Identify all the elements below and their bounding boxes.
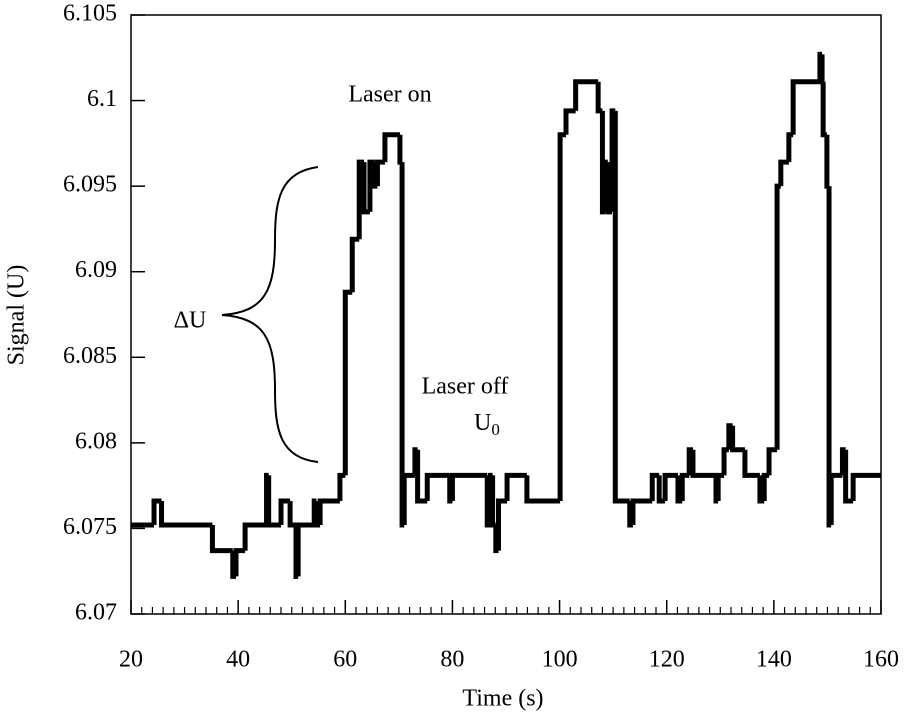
signal-step xyxy=(790,79,820,135)
signal-step xyxy=(337,472,346,502)
annotation: U0 xyxy=(474,410,500,439)
x-axis-label: Time (s) xyxy=(462,686,543,712)
y-tick-label: 6.1 xyxy=(87,86,117,112)
signal-step xyxy=(424,472,450,502)
x-tick-label: 120 xyxy=(649,647,685,673)
x-tick-label: 80 xyxy=(440,647,464,673)
y-tick-label: 6.085 xyxy=(63,343,117,369)
signal-step xyxy=(399,162,405,528)
signal-step xyxy=(690,449,716,478)
signal-step xyxy=(824,134,830,189)
signal-step xyxy=(656,475,666,504)
y-tick-label: 6.105 xyxy=(63,1,117,27)
signal-step xyxy=(774,183,781,450)
signal-step xyxy=(778,159,789,187)
signal-step xyxy=(484,475,491,528)
signal-step xyxy=(850,472,881,502)
signal-step xyxy=(342,289,353,476)
signal-step xyxy=(159,501,213,528)
signal-step xyxy=(627,501,633,528)
y-tick-label: 6.095 xyxy=(63,172,117,198)
y-tick-label: 6.08 xyxy=(75,428,117,454)
signal-step xyxy=(742,449,760,478)
signal-step xyxy=(415,449,428,504)
signal-step xyxy=(397,134,403,165)
signal-step xyxy=(563,108,576,135)
signal-step xyxy=(679,472,690,502)
signal-step xyxy=(757,475,765,504)
signal-step xyxy=(766,447,778,476)
signal-step xyxy=(826,186,832,528)
signal-step xyxy=(828,472,843,526)
signal-step xyxy=(295,522,315,577)
annotation-subscript: 0 xyxy=(491,420,500,439)
signal-step xyxy=(843,449,854,504)
signal-step xyxy=(287,501,296,528)
signal-step xyxy=(820,81,827,138)
signal-step xyxy=(233,548,246,577)
signal-step xyxy=(786,132,794,163)
signal-step xyxy=(313,501,321,528)
brace xyxy=(221,166,319,463)
signal-step xyxy=(557,132,566,502)
signal-step xyxy=(372,162,378,189)
signal-step xyxy=(649,472,660,502)
y-axis-label: Signal (U) xyxy=(4,265,30,366)
signal-step xyxy=(715,472,725,502)
signal-step xyxy=(447,475,453,504)
signal-step xyxy=(230,550,236,579)
annotation: Laser off xyxy=(422,374,509,400)
signal-step xyxy=(349,236,360,293)
y-tick-label: 6.09 xyxy=(75,257,117,283)
signal-step xyxy=(612,110,630,504)
x-tick-label: 40 xyxy=(226,647,250,673)
signal-step xyxy=(278,498,291,526)
signal-step xyxy=(209,525,233,554)
annotation: Laser on xyxy=(348,82,431,108)
signal-step xyxy=(675,475,683,504)
signal-step xyxy=(242,522,267,551)
signal-step xyxy=(266,475,281,528)
annotation: ΔU xyxy=(174,308,207,334)
signal-step xyxy=(630,498,653,526)
signal-step xyxy=(819,54,825,85)
y-tick-label: 6.07 xyxy=(75,600,117,626)
y-tick-label: 6.075 xyxy=(63,514,117,540)
signal-step xyxy=(595,81,603,114)
signal-step xyxy=(317,498,340,526)
signal-step xyxy=(382,132,400,163)
signal-step xyxy=(504,472,527,502)
signal-step xyxy=(761,472,770,502)
signal-step xyxy=(721,447,729,476)
signal-step xyxy=(490,475,496,528)
x-tick-label: 160 xyxy=(863,647,899,673)
signal-step xyxy=(401,472,415,526)
x-tick-label: 100 xyxy=(542,647,578,673)
signal-step xyxy=(449,472,488,502)
signal-step xyxy=(573,79,599,111)
signal-step xyxy=(524,475,561,504)
signal-step xyxy=(662,472,678,502)
annotation-text: U xyxy=(474,410,491,436)
x-tick-label: 20 xyxy=(119,647,143,673)
signal-step xyxy=(374,159,385,187)
x-tick-label: 60 xyxy=(333,647,357,673)
x-tick-label: 140 xyxy=(756,647,792,673)
signal-step xyxy=(496,498,508,551)
signal-step xyxy=(730,425,745,453)
